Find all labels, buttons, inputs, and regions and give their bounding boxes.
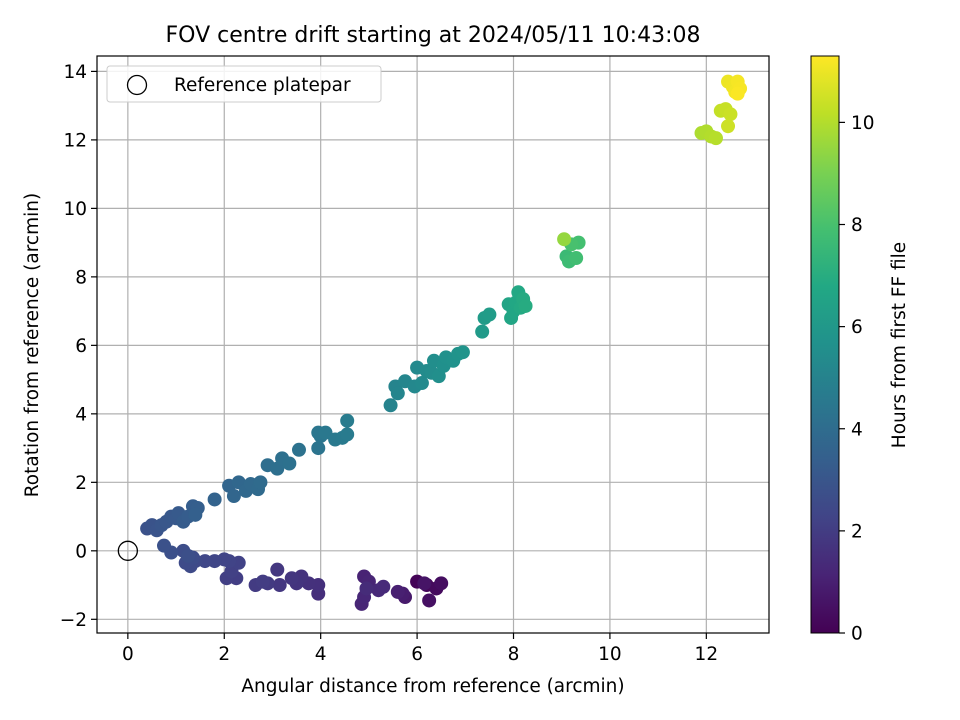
x-axis-ticks: 0 2 4 6 8 10 12: [122, 633, 718, 665]
data-point: [434, 576, 449, 591]
y-tick-label: 14: [63, 62, 87, 83]
data-point: [253, 475, 268, 490]
data-point: [482, 307, 497, 322]
colorbar-tick-label: 8: [851, 215, 863, 236]
data-point: [207, 554, 222, 569]
x-tick-label: 6: [411, 644, 423, 665]
data-point: [455, 345, 470, 360]
data-point: [569, 251, 584, 266]
data-point: [417, 576, 432, 591]
data-point: [475, 324, 490, 339]
plot-frame: [96, 55, 770, 634]
data-point: [359, 581, 374, 596]
y-tick-label: 2: [75, 473, 87, 494]
x-axis-label: Angular distance from reference (arcmin): [241, 676, 624, 697]
colorbar-tick-label: 2: [851, 521, 863, 542]
colorbar-tick-label: 10: [851, 113, 875, 134]
colorbar-ticks: 0 2 4 6 8 10: [839, 113, 875, 645]
x-tick-label: 10: [598, 644, 622, 665]
reference-marker-group: [117, 540, 139, 561]
y-tick-label: 4: [75, 404, 87, 425]
y-axis-label: Rotation from reference (arcmin): [22, 193, 43, 497]
chart-title: FOV centre drift starting at 2024/05/11 …: [166, 23, 701, 48]
data-point: [284, 571, 299, 586]
legend-reference-marker: [126, 74, 148, 96]
data-point: [723, 107, 738, 122]
data-point: [188, 507, 203, 522]
data-point: [390, 386, 405, 401]
data-point: [708, 131, 723, 146]
data-point: [518, 298, 533, 313]
data-point: [226, 489, 241, 504]
reference-marker: [117, 540, 139, 561]
data-point: [383, 398, 398, 413]
data-point: [414, 376, 429, 391]
y-tick-label: 0: [75, 541, 87, 562]
legend-box: [106, 65, 382, 103]
data-point: [340, 413, 355, 428]
data-point: [181, 548, 196, 563]
colorbar-tick-label: 0: [851, 624, 863, 645]
colorbar-tick-label: 6: [851, 317, 863, 338]
data-point: [270, 562, 285, 577]
data-point: [422, 593, 437, 608]
y-tick-label: 10: [63, 199, 87, 220]
colorbar: [810, 55, 840, 634]
data-point: [282, 456, 297, 471]
data-point: [272, 578, 287, 593]
data-point: [340, 427, 355, 442]
data-point: [557, 232, 572, 247]
data-points: [140, 74, 748, 611]
data-point: [197, 554, 212, 569]
y-tick-label: 8: [75, 267, 87, 288]
data-point: [207, 492, 222, 507]
x-tick-label: 4: [315, 644, 327, 665]
y-tick-label: 12: [63, 130, 87, 151]
data-point: [157, 538, 172, 553]
data-point: [311, 441, 326, 456]
legend: Reference platepar: [106, 65, 382, 103]
data-point: [291, 442, 306, 457]
data-point: [376, 579, 391, 594]
data-point: [730, 86, 745, 101]
data-point: [390, 584, 405, 599]
data-point: [721, 119, 736, 134]
y-tick-label: −2: [60, 610, 87, 631]
data-point: [255, 574, 270, 589]
grid-lines: [97, 56, 769, 633]
x-tick-label: 2: [218, 644, 230, 665]
y-tick-label: 6: [75, 336, 87, 357]
x-tick-label: 12: [695, 644, 719, 665]
x-tick-label: 8: [508, 644, 520, 665]
x-tick-label: 0: [122, 644, 134, 665]
colorbar-tick-label: 4: [851, 419, 863, 440]
legend-entry-label: Reference platepar: [174, 75, 351, 96]
y-axis-ticks: −2 0 2 4 6 8 10 12 14: [60, 62, 97, 631]
colorbar-label: Hours from first FF file: [889, 242, 910, 448]
